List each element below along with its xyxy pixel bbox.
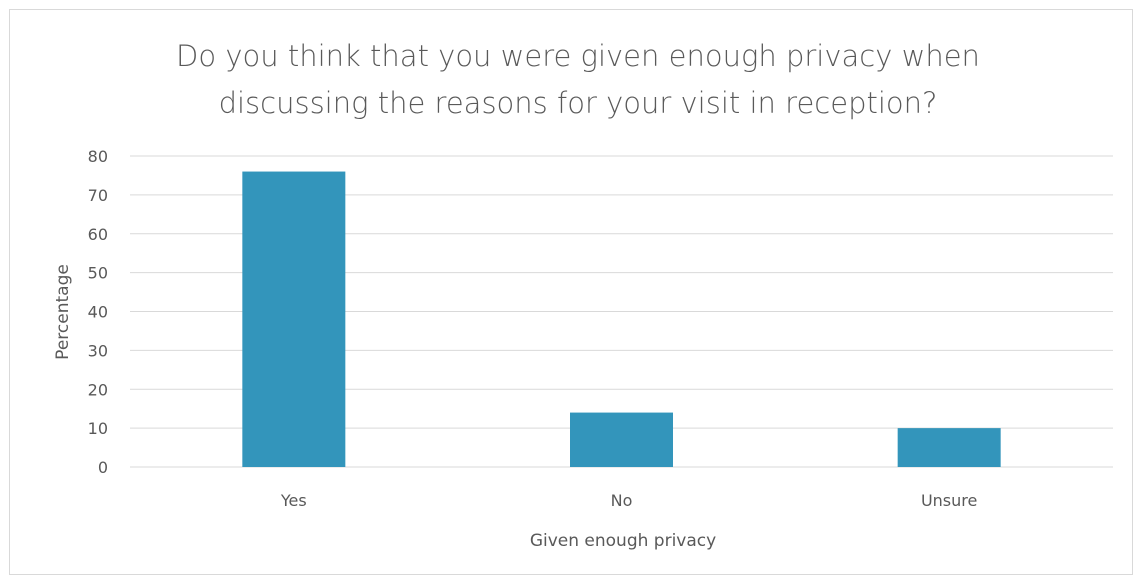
x-category-label-yes: Yes (280, 491, 307, 510)
y-tick-label: 20 (88, 380, 108, 399)
y-tick-label: 40 (88, 303, 108, 322)
chart-title-line-2: discussing the reasons for your visit in… (219, 86, 938, 120)
bars (242, 171, 1001, 468)
chart-title: Do you think that you were given enough … (176, 39, 980, 120)
chart-title-line-1: Do you think that you were given enough … (176, 39, 980, 73)
bar-yes (242, 171, 346, 468)
y-tick-label: 10 (88, 419, 108, 438)
x-category-label-no: No (611, 491, 633, 510)
bar-unsure (897, 428, 1001, 467)
y-axis-title: Percentage (53, 264, 73, 360)
chart-frame (9, 9, 1133, 575)
x-axis-category-labels: Yes No Unsure (280, 491, 977, 510)
bar-no (570, 412, 673, 467)
y-tick-label: 50 (88, 264, 108, 283)
y-tick-label: 80 (88, 147, 108, 166)
y-tick-label: 60 (88, 225, 108, 244)
x-category-label-unsure: Unsure (921, 491, 977, 510)
y-axis-tick-labels: 0 10 20 30 40 50 60 70 80 (88, 147, 108, 477)
y-tick-label: 0 (98, 458, 108, 477)
y-tick-label: 70 (88, 186, 108, 205)
y-tick-label: 30 (88, 341, 108, 360)
x-axis-title: Given enough privacy (530, 531, 716, 551)
